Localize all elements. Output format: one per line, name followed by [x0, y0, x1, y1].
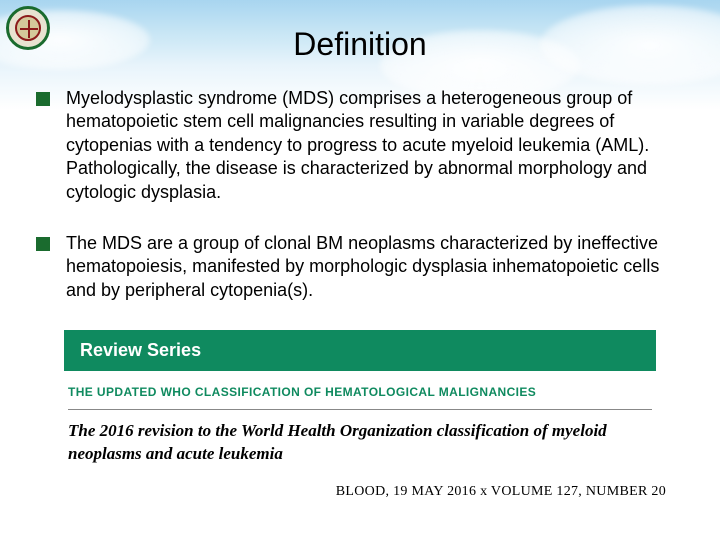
- divider-line: [68, 409, 652, 410]
- journal-citation: BLOOD, 19 MAY 2016 x VOLUME 127, NUMBER …: [36, 484, 666, 500]
- review-subheading: THE UPDATED WHO CLASSIFICATION OF HEMATO…: [64, 371, 656, 403]
- review-series-block: Review Series THE UPDATED WHO CLASSIFICA…: [64, 330, 656, 466]
- review-band-label: Review Series: [64, 330, 656, 371]
- slide-content: Definition Myelodysplastic syndrome (MDS…: [0, 0, 720, 500]
- bullet-item: Myelodysplastic syndrome (MDS) comprises…: [36, 87, 684, 204]
- bullet-text: The MDS are a group of clonal BM neoplas…: [66, 232, 684, 302]
- review-article-title: The 2016 revision to the World Health Or…: [64, 420, 656, 466]
- bullet-item: The MDS are a group of clonal BM neoplas…: [36, 232, 684, 302]
- institution-logo: [6, 6, 50, 50]
- bullet-square-icon: [36, 237, 50, 251]
- logo-cross-icon: [15, 15, 41, 41]
- bullet-square-icon: [36, 92, 50, 106]
- bullet-text: Myelodysplastic syndrome (MDS) comprises…: [66, 87, 684, 204]
- slide-title: Definition: [36, 0, 684, 87]
